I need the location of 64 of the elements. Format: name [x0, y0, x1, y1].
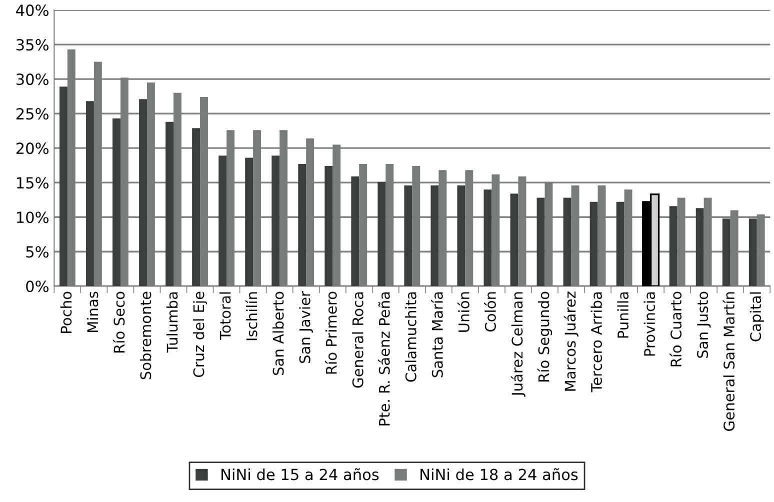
x-tick-label: Calamuchita	[405, 292, 416, 382]
bar	[139, 99, 147, 286]
x-tick-label: San Javier	[299, 291, 314, 363]
bar	[510, 194, 518, 286]
x-tick-label: Totoral	[219, 292, 231, 340]
x-tick-label: General Roca	[352, 292, 364, 388]
bar	[245, 158, 254, 286]
x-tick-label: Tercero Arriba	[590, 292, 602, 392]
y-tick-label: 5%	[26, 246, 48, 258]
x-tick-label: General San Martín	[722, 292, 735, 431]
bar	[59, 86, 68, 286]
bar	[616, 202, 624, 286]
bar	[696, 208, 704, 286]
x-tick-label: Provincia	[644, 292, 656, 356]
x-tick-label: Minas	[86, 292, 98, 332]
x-tick-label: Colón	[484, 292, 496, 332]
bar	[324, 166, 333, 286]
y-tick-label: 35%	[16, 39, 48, 51]
legend-label: NiNi de 15 a 24 años	[222, 468, 379, 480]
x-tick-label: Río Seco	[112, 292, 125, 352]
x-tick-label: San Alberto	[272, 292, 284, 376]
x-tick-label: Pocho	[60, 292, 72, 333]
bar	[351, 176, 360, 286]
bar	[192, 128, 200, 286]
x-tick-label: Santa María	[431, 292, 443, 378]
x-tick-label: Marcos Juárez	[564, 292, 578, 391]
bar	[430, 185, 439, 286]
x-tick-label: Río Cuarto	[670, 292, 682, 366]
bar	[457, 185, 466, 286]
x-tick-label: San Justo	[697, 292, 711, 358]
y-tick-label: 0%	[26, 280, 48, 292]
bar	[669, 206, 678, 286]
y-tick-label: 30%	[16, 74, 48, 86]
y-tick-label: 10%	[17, 212, 48, 224]
x-tick-label: Río Primero	[324, 292, 337, 374]
bar	[404, 185, 412, 286]
bar	[563, 198, 572, 286]
bar	[484, 190, 492, 286]
bar	[536, 198, 545, 286]
bar	[112, 118, 120, 286]
legend-label: NiNi de 18 a 24 años	[420, 468, 578, 480]
bar	[748, 218, 757, 286]
x-tick-label: Punilla	[617, 292, 629, 338]
bar	[218, 156, 227, 286]
bar	[86, 101, 94, 286]
bar	[298, 164, 306, 286]
x-tick-label: Río Segundo	[537, 292, 552, 382]
x-tick-label: Juárez Celman	[510, 292, 526, 397]
x-tick-label: Ischilín	[245, 292, 258, 340]
bar	[722, 218, 730, 286]
bar	[166, 122, 174, 286]
bar	[590, 202, 598, 286]
bar	[378, 182, 386, 286]
bar	[272, 156, 280, 286]
x-tick-label: Pte. R. Sáenz Peña	[378, 292, 390, 426]
y-tick-label: 20%	[16, 142, 48, 154]
x-tick-label: Tulumba	[166, 292, 178, 353]
y-tick-label: 25%	[16, 108, 48, 120]
x-tick-label: Capital	[750, 292, 764, 342]
x-tick-label: Unión	[458, 292, 470, 332]
y-tick-label: 15%	[17, 177, 48, 189]
y-tick-label: 40%	[16, 4, 48, 16]
x-tick-label: Cruz del Eje	[192, 292, 208, 378]
x-tick-label: Sobremonte	[140, 292, 152, 380]
